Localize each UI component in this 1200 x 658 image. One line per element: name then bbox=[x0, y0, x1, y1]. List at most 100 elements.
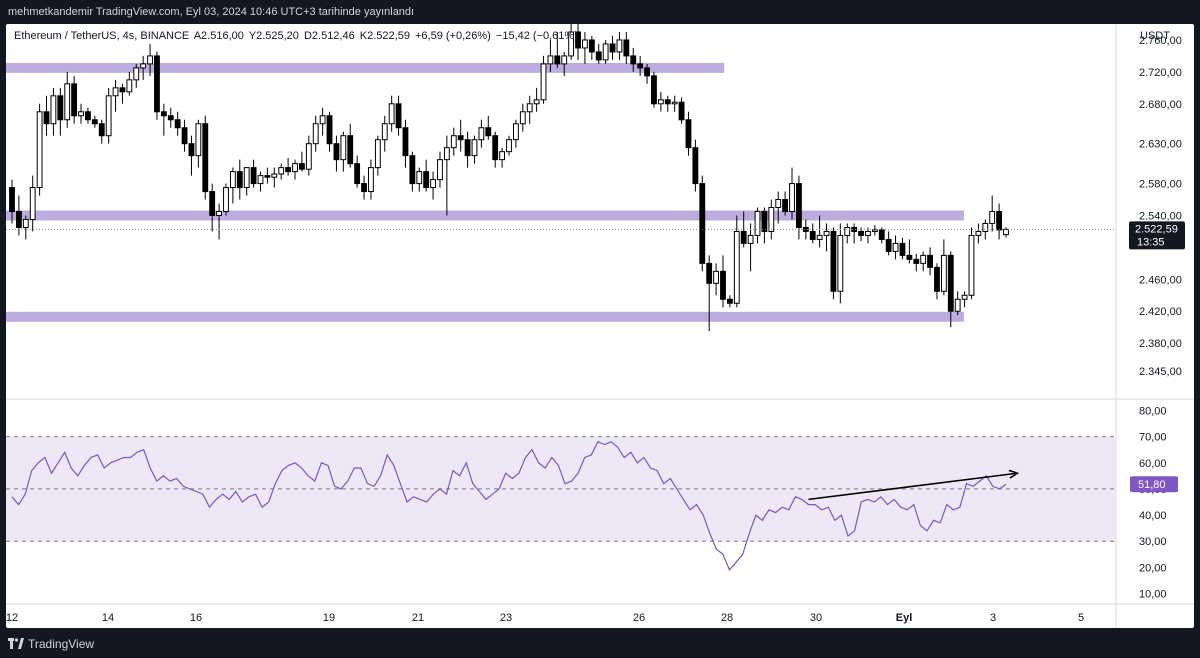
rsi-line bbox=[11, 441, 1007, 572]
rsi-tick-label: 40,00 bbox=[1139, 510, 1167, 522]
candle-down-body bbox=[623, 39, 630, 57]
currency-label: USDT bbox=[1140, 30, 1170, 42]
rsi-layer bbox=[6, 436, 1116, 572]
candle-up-body bbox=[257, 175, 264, 185]
candle-up-body bbox=[319, 115, 326, 125]
candle-up-body bbox=[312, 123, 319, 145]
candle bbox=[340, 131, 347, 172]
trendline-arrowhead bbox=[1008, 469, 1020, 479]
time-tick-label: 30 bbox=[810, 612, 822, 624]
candle bbox=[381, 115, 388, 152]
candle bbox=[181, 119, 188, 152]
candle bbox=[354, 155, 361, 188]
candle-down-body bbox=[464, 139, 471, 157]
candle-down-body bbox=[361, 183, 367, 193]
candle bbox=[229, 167, 236, 204]
candle bbox=[64, 71, 71, 128]
candle-up-body bbox=[450, 135, 457, 149]
candle-up-body bbox=[305, 143, 312, 170]
candle bbox=[699, 175, 706, 272]
candle-down-body bbox=[402, 127, 409, 157]
legend-change: +6,59 (+0,26%) bbox=[415, 30, 491, 42]
candle bbox=[9, 179, 15, 224]
candle bbox=[85, 107, 91, 124]
candle bbox=[975, 223, 982, 244]
candle bbox=[437, 151, 443, 188]
candle-down-body bbox=[85, 111, 91, 121]
rsi-value-badge bbox=[1130, 476, 1178, 493]
candle-down-body bbox=[209, 191, 216, 216]
candle bbox=[374, 135, 381, 176]
candle bbox=[671, 95, 678, 112]
candle-up-body bbox=[940, 254, 947, 292]
candle-up-body bbox=[582, 39, 588, 49]
candle bbox=[464, 131, 471, 168]
candle bbox=[423, 159, 430, 192]
time-tick-label: 19 bbox=[323, 612, 335, 624]
candle bbox=[644, 63, 650, 84]
candle bbox=[582, 31, 588, 64]
candle bbox=[243, 167, 250, 196]
candle bbox=[865, 227, 871, 244]
candle-down-body bbox=[285, 167, 292, 173]
candle bbox=[485, 115, 492, 140]
candle-up-body bbox=[223, 187, 229, 212]
candle-up-body bbox=[526, 103, 533, 113]
candle-down-body bbox=[934, 266, 940, 292]
candle-up-body bbox=[657, 99, 664, 105]
candle bbox=[160, 103, 167, 136]
candle-up-body bbox=[602, 43, 609, 61]
current-price-badge bbox=[1129, 221, 1185, 250]
candle bbox=[940, 239, 947, 296]
candle-down-body bbox=[740, 230, 747, 244]
candle bbox=[91, 115, 98, 128]
candle bbox=[471, 135, 478, 164]
candle bbox=[726, 295, 733, 308]
candle bbox=[713, 263, 719, 296]
candle-down-body bbox=[630, 55, 637, 65]
candle bbox=[554, 31, 561, 68]
candle bbox=[416, 167, 423, 192]
zone-layer bbox=[6, 62, 964, 322]
candle bbox=[450, 127, 457, 156]
candle-down-body bbox=[492, 135, 499, 161]
candle bbox=[768, 199, 775, 240]
candle-down-body bbox=[595, 51, 602, 61]
candle-up-body bbox=[64, 83, 71, 121]
candle bbox=[920, 251, 927, 272]
candle-up-body bbox=[36, 111, 43, 189]
candle-up-body bbox=[519, 111, 526, 125]
candle bbox=[395, 95, 402, 136]
candle bbox=[98, 119, 105, 144]
time-tick-label: 16 bbox=[190, 612, 202, 624]
candle-up-body bbox=[533, 99, 540, 105]
legend-close: K2.522,59 bbox=[359, 30, 410, 42]
candle-up-body bbox=[105, 95, 112, 137]
chart-canvas[interactable]: 2.760,00 2.720,00 2.680,00 2.630,00 2.580,00… bbox=[6, 24, 1194, 628]
candle-up-body bbox=[229, 171, 236, 189]
candle bbox=[443, 135, 450, 216]
candle-down-body bbox=[830, 230, 837, 292]
candle bbox=[913, 253, 920, 272]
candle bbox=[823, 223, 830, 252]
candle-down-body bbox=[264, 175, 271, 178]
time-tick-label: 5 bbox=[1078, 612, 1084, 624]
candle-up-body bbox=[568, 31, 575, 57]
candle bbox=[982, 219, 989, 240]
candle bbox=[305, 135, 312, 176]
time-tick-label: 14 bbox=[102, 612, 114, 624]
candle bbox=[492, 131, 499, 168]
candle bbox=[133, 63, 140, 88]
candle bbox=[637, 55, 644, 76]
candle-down-body bbox=[851, 226, 858, 232]
candle-down-body bbox=[664, 99, 671, 105]
publish-caption: mehmetkandemir TradingView.com, Eyl 03, … bbox=[8, 6, 415, 18]
price-tick-label: 2.380,00 bbox=[1139, 338, 1182, 350]
candle-up-body bbox=[989, 211, 996, 224]
candle-down-body bbox=[651, 75, 657, 105]
candle-up-body bbox=[506, 139, 512, 153]
rsi-tick-label: 20,00 bbox=[1139, 562, 1167, 574]
time-tick-label: 3 bbox=[990, 612, 996, 624]
candle bbox=[602, 39, 609, 64]
candle bbox=[533, 87, 540, 112]
